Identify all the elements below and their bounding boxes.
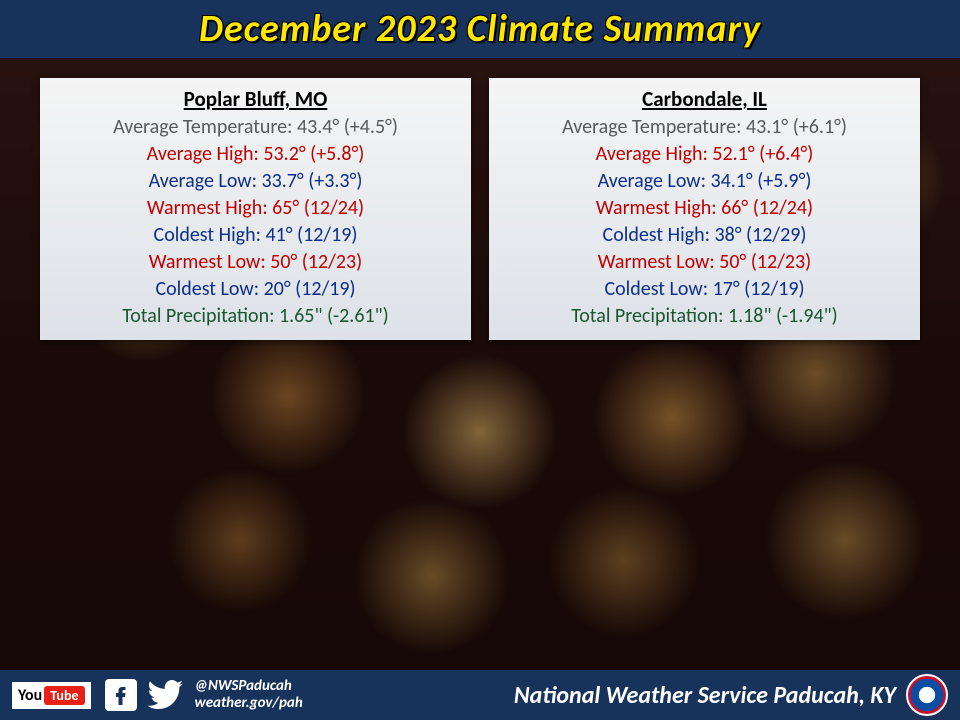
website-url: weather.gov/pah [195, 695, 303, 712]
stat-row: Average Low: 34.1° (+5.9°) [501, 168, 908, 195]
stat-row: Average Low: 33.7° (+3.3°) [52, 168, 459, 195]
twitter-icon [147, 680, 183, 710]
stat-row: Coldest Low: 20° (12/19) [52, 276, 459, 303]
stat-row: Total Precipitation: 1.65" (-2.61") [52, 303, 459, 330]
youtube-badge: YouTube [12, 682, 91, 709]
footer-bar: YouTube @NWSPaducah weather.gov/pah Nati… [0, 670, 960, 720]
stat-row: Warmest Low: 50° (12/23) [501, 249, 908, 276]
stat-row: Average High: 53.2° (+5.8°) [52, 141, 459, 168]
organization-name: National Weather Service Paducah, KY [514, 681, 896, 710]
header-bar: December 2023 Climate Summary [0, 0, 960, 58]
climate-card: Poplar Bluff, MOAverage Temperature: 43.… [40, 78, 471, 340]
stat-row: Coldest Low: 17° (12/19) [501, 276, 908, 303]
social-handles: @NWSPaducah weather.gov/pah [195, 678, 303, 713]
cards-container: Poplar Bluff, MOAverage Temperature: 43.… [40, 78, 920, 340]
stat-row: Coldest High: 41° (12/19) [52, 222, 459, 249]
stat-row: Coldest High: 38° (12/29) [501, 222, 908, 249]
twitter-handle: @NWSPaducah [195, 678, 303, 695]
stat-row: Warmest High: 65° (12/24) [52, 195, 459, 222]
city-name: Carbondale, IL [501, 86, 908, 112]
nws-logo-icon [906, 674, 948, 716]
stat-row: Average Temperature: 43.1° (+6.1°) [501, 114, 908, 141]
facebook-icon [105, 679, 137, 711]
stat-row: Warmest Low: 50° (12/23) [52, 249, 459, 276]
climate-card: Carbondale, ILAverage Temperature: 43.1°… [489, 78, 920, 340]
youtube-tube: Tube [44, 686, 84, 705]
social-icons [105, 679, 183, 711]
stat-row: Average Temperature: 43.4° (+4.5°) [52, 114, 459, 141]
youtube-you: You [18, 686, 42, 705]
stat-row: Warmest High: 66° (12/24) [501, 195, 908, 222]
page-title: December 2023 Climate Summary [199, 6, 761, 52]
stat-row: Total Precipitation: 1.18" (-1.94") [501, 303, 908, 330]
stat-row: Average High: 52.1° (+6.4°) [501, 141, 908, 168]
city-name: Poplar Bluff, MO [52, 86, 459, 112]
